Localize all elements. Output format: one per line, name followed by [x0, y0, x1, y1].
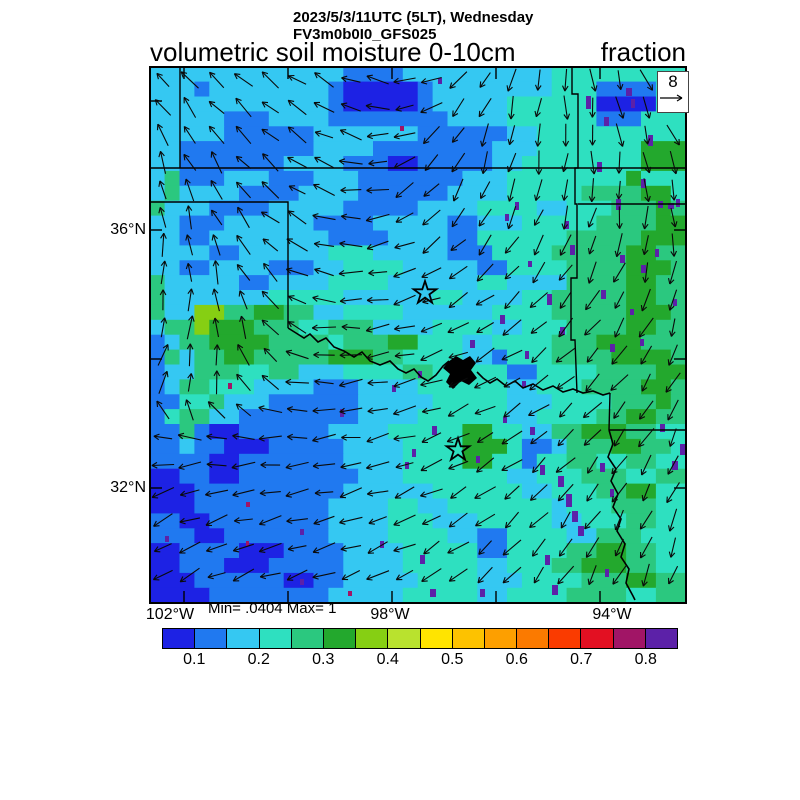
model-run-id: FV3m0b0I0_GFS025	[293, 26, 437, 43]
minmax-label: Min= .0404 Max= 1	[208, 600, 337, 617]
colorbar-cell	[163, 629, 196, 648]
reference-vector-box: 8	[657, 71, 689, 113]
lat-tick-label: 32°N	[110, 479, 146, 496]
state-borders-and-rivers	[150, 67, 686, 601]
lon-tick-label: 98°W	[370, 606, 410, 623]
colorbar-tick-label: 0.8	[634, 651, 657, 668]
saturated-river-cells	[165, 78, 685, 597]
lon-tick-label: 102°W	[145, 606, 195, 623]
colorbar	[162, 628, 678, 649]
colorbar-tick-label: 0.4	[376, 651, 399, 668]
moisture-heatmap	[149, 66, 687, 604]
colorbar-cell	[227, 629, 260, 648]
colorbar-cell	[420, 629, 453, 648]
colorbar-cell	[388, 629, 421, 648]
reference-vector-value: 8	[668, 72, 678, 91]
colorbar-cell	[291, 629, 324, 648]
plot-title: volumetric soil moisture 0-10cm	[150, 37, 516, 67]
units-label: fraction	[600, 37, 686, 67]
colorbar-cell	[517, 629, 550, 648]
colorbar-cell	[452, 629, 485, 648]
colorbar-tick-label: 0.7	[570, 651, 593, 668]
colorbar-cell	[484, 629, 518, 648]
colorbar-cell	[356, 629, 389, 648]
colorbar-tick-label: 0.5	[441, 651, 464, 668]
colorbar-cell	[613, 629, 646, 648]
colorbar-cell	[549, 629, 582, 648]
colorbar-cell	[195, 629, 228, 648]
wind-vector-arrows	[151, 68, 681, 587]
colorbar-tick-label: 0.1	[183, 651, 206, 668]
colorbar-cell	[581, 629, 614, 648]
reference-vector-arrow-icon	[660, 94, 683, 102]
map-frame	[149, 66, 687, 604]
colorbar-cell	[323, 629, 357, 648]
lat-tick-label: 36°N	[110, 221, 146, 238]
colorbar-tick-label: 0.2	[247, 651, 270, 668]
lon-tick-label: 94°W	[592, 606, 632, 623]
run-timestamp: 2023/5/3/11UTC (5LT), Wednesday	[293, 9, 534, 26]
colorbar-tick-label: 0.6	[505, 651, 528, 668]
colorbar-cell	[259, 629, 292, 648]
colorbar-tick-label: 0.3	[312, 651, 335, 668]
colorbar-cell	[645, 629, 677, 648]
city-star-markers	[410, 278, 473, 463]
